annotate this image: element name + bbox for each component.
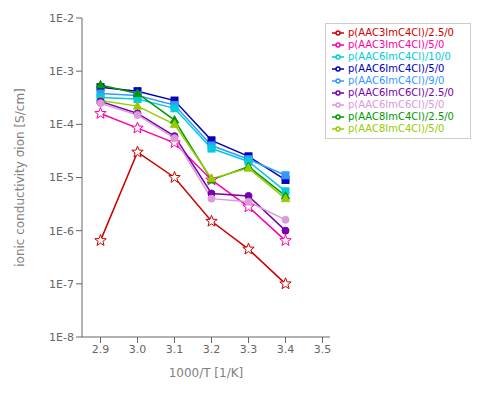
html-text:p(AAC6ImC4Cl)/9/0: p(AAC6ImC4Cl)/9/0 [347, 75, 445, 86]
svg-text:1E-4: 1E-4 [49, 118, 74, 131]
html-text:p(AAC6ImC4Cl)/10/0: p(AAC6ImC4Cl)/10/0 [347, 51, 451, 62]
html-text:p(AAC3ImC4Cl)/5/0: p(AAC3ImC4Cl)/5/0 [347, 39, 445, 50]
html-text:p(AAC6ImC6Cl)/2.5/0: p(AAC6ImC6Cl)/2.5/0 [347, 87, 454, 98]
html-text:p(AAC6ImC4Cl)/5/0: p(AAC6ImC4Cl)/5/0 [347, 63, 445, 74]
svg-text:3.5: 3.5 [314, 343, 332, 356]
svg-text:1E-2: 1E-2 [49, 12, 74, 25]
svg-text:ionic conductivity σion [S/cm]: ionic conductivity σion [S/cm] [13, 88, 27, 267]
svg-text:2.9: 2.9 [92, 343, 110, 356]
svg-text:3.2: 3.2 [203, 343, 221, 356]
svg-text:1000/T [1/K]: 1000/T [1/K] [169, 366, 244, 380]
svg-text:3.3: 3.3 [240, 343, 258, 356]
svg-text:1E-6: 1E-6 [49, 225, 74, 238]
html-text:p(AAC8ImC4Cl)/2.5/0: p(AAC8ImC4Cl)/2.5/0 [347, 111, 454, 122]
html-text:p(AAC8ImC4Cl)/5/0: p(AAC8ImC4Cl)/5/0 [347, 123, 445, 134]
svg-text:1E-8: 1E-8 [49, 331, 74, 344]
html-text:p(AAC6ImC6Cl)/5/0: p(AAC6ImC6Cl)/5/0 [347, 99, 445, 110]
svg-text:3.4: 3.4 [277, 343, 295, 356]
html-text:p(AAC3ImC4Cl)/2.5/0: p(AAC3ImC4Cl)/2.5/0 [347, 27, 454, 38]
svg-text:1E-7: 1E-7 [49, 278, 74, 291]
svg-text:3.0: 3.0 [129, 343, 147, 356]
svg-text:1E-5: 1E-5 [49, 171, 74, 184]
svg-text:1E-3: 1E-3 [49, 65, 74, 78]
svg-text:3.1: 3.1 [166, 343, 184, 356]
